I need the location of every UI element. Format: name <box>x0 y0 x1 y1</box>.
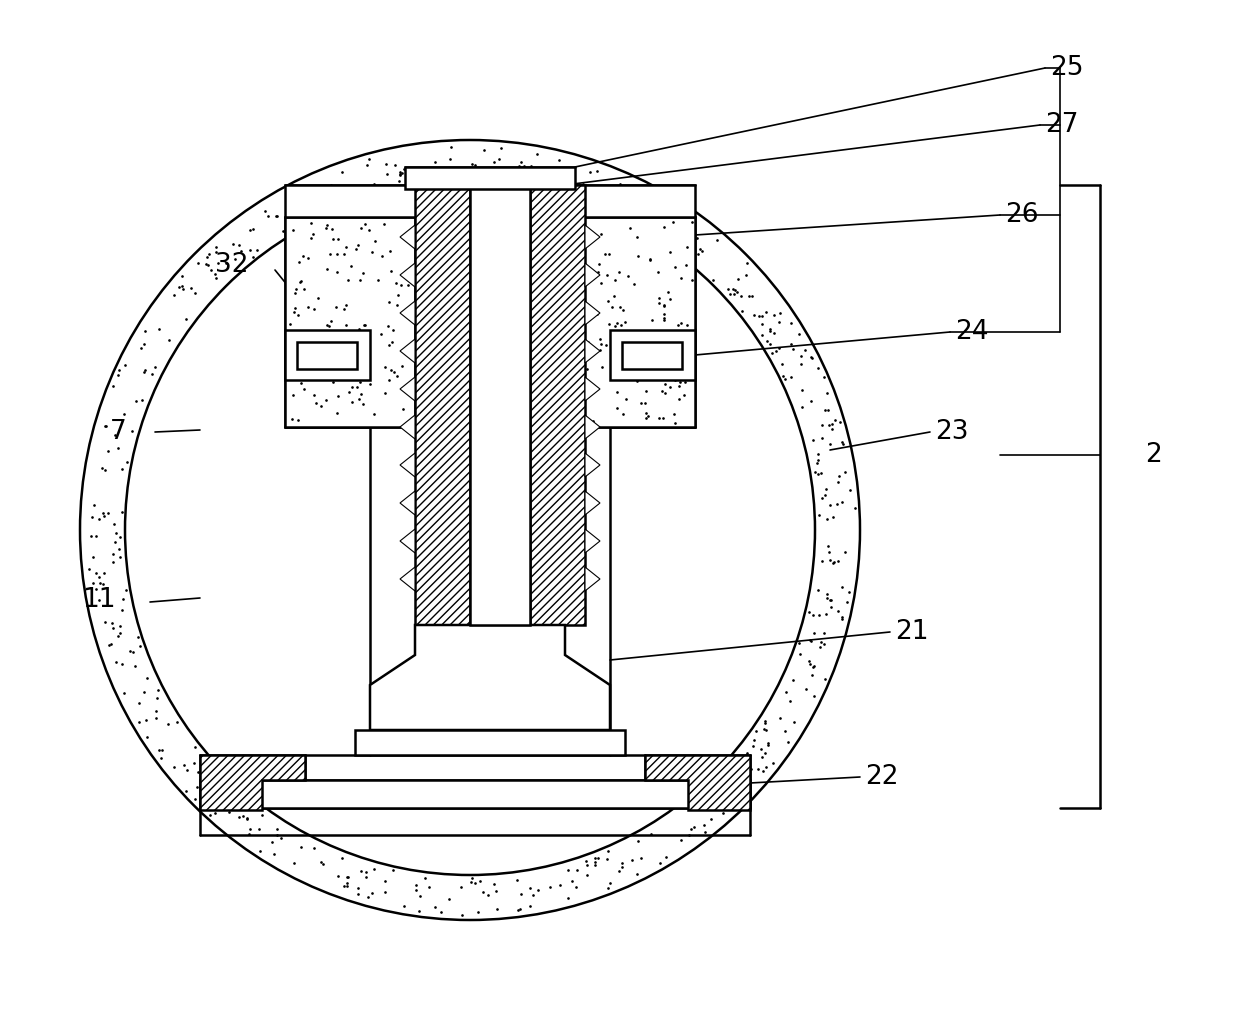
Polygon shape <box>585 225 600 249</box>
Polygon shape <box>200 780 750 808</box>
Polygon shape <box>298 342 357 369</box>
Polygon shape <box>585 491 600 515</box>
Polygon shape <box>585 453 600 477</box>
Polygon shape <box>370 625 610 730</box>
Text: 27: 27 <box>1045 112 1079 138</box>
Polygon shape <box>355 730 625 755</box>
Text: 22: 22 <box>866 764 899 791</box>
Polygon shape <box>200 755 305 810</box>
Polygon shape <box>415 185 470 625</box>
Circle shape <box>81 140 861 920</box>
Polygon shape <box>401 453 415 477</box>
Text: 25: 25 <box>1050 55 1084 80</box>
Polygon shape <box>585 338 600 363</box>
Polygon shape <box>585 415 600 439</box>
Polygon shape <box>585 529 600 553</box>
Polygon shape <box>401 491 415 515</box>
Text: 24: 24 <box>955 319 988 345</box>
Polygon shape <box>585 377 600 401</box>
Text: 7: 7 <box>110 419 126 445</box>
Polygon shape <box>585 567 600 591</box>
Polygon shape <box>470 185 529 625</box>
Polygon shape <box>285 330 370 380</box>
Text: 21: 21 <box>895 619 929 645</box>
Polygon shape <box>529 185 585 625</box>
Polygon shape <box>285 185 694 217</box>
Text: 2: 2 <box>1145 442 1162 467</box>
Polygon shape <box>645 755 750 810</box>
Polygon shape <box>610 330 694 380</box>
Polygon shape <box>585 263 600 287</box>
Polygon shape <box>585 301 600 325</box>
Polygon shape <box>401 529 415 553</box>
Polygon shape <box>401 567 415 591</box>
Polygon shape <box>401 377 415 401</box>
Text: 26: 26 <box>1004 202 1039 228</box>
Text: 32: 32 <box>215 252 248 278</box>
Polygon shape <box>405 167 575 189</box>
Circle shape <box>125 185 815 875</box>
Polygon shape <box>401 338 415 363</box>
Polygon shape <box>401 225 415 249</box>
Text: 23: 23 <box>935 419 968 445</box>
Polygon shape <box>401 263 415 287</box>
Polygon shape <box>622 342 682 369</box>
Polygon shape <box>285 217 415 427</box>
Polygon shape <box>401 415 415 439</box>
Polygon shape <box>565 217 694 427</box>
Text: 11: 11 <box>82 587 115 613</box>
Polygon shape <box>401 301 415 325</box>
